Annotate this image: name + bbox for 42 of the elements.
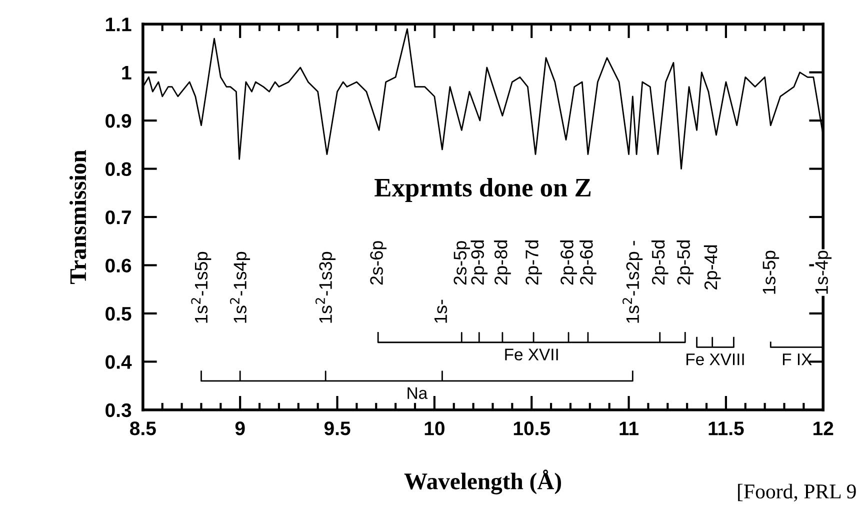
text: [Foord, PRL 9 [738,484,856,502]
series-label: Fe XVIII [686,354,744,366]
y-tick-label: 0.4 [106,355,132,369]
annotation: 1s-5p [762,250,780,294]
annotation: 1s$^{2}$-1s5p [191,252,212,323]
x-tick-label: 10.5 [514,422,550,436]
x-tick-label: 9.5 [324,422,350,436]
annotation: 1s-4p [815,250,832,294]
annotation: 2p-6d [580,240,596,285]
x-tick-label: 12 [814,422,834,436]
annotation: 2p-7d [525,240,542,285]
x-tick-label: 9 [235,422,245,436]
y-axis-title: Transmission [69,150,86,284]
y-tick-label: 0.6 [106,258,132,272]
annotation: 1s$^{2}$-1s3p [315,252,336,323]
y-tick-label: 0.7 [106,210,131,224]
y-tick-label: 1.1 [106,18,132,32]
y-tick-label: 0.3 [106,403,132,418]
annotation: Exprmts done on Z [374,178,591,202]
x-tick-label: 8.5 [130,422,156,436]
series-label: Na [408,387,428,399]
annotation: 2s-5p [454,241,470,285]
y-tick-label: 0.5 [106,306,132,321]
x-axis-title: Wavelength (Å) [404,470,562,494]
annotation: 1s$^{2}$-1s4p [230,252,250,323]
annotation: 1s$^{2}$-1s2p - [622,240,643,323]
annotation: 2p-5d [676,240,694,285]
y-tick-label: 0.8 [106,162,132,176]
x-tick-label: 11 [620,422,639,436]
x-tick-label: 10 [424,422,444,436]
y-tick-label: 0.9 [106,114,132,128]
annotation: 2p-9d [470,240,488,285]
annotation: 2p-4d [704,245,721,290]
series-label: Fe XVII [505,348,558,360]
legend-label: F IX [782,354,812,366]
x-tick-label: 11.5 [708,422,744,436]
annotation: 2p-6d [560,240,577,285]
annotation: 1s- [434,300,448,323]
annotation: 2s-6p [370,241,386,285]
annotation: 2p-8d [494,240,511,285]
y-tick-label: 1 [122,66,132,80]
annotation: 2p-5d [651,240,668,285]
